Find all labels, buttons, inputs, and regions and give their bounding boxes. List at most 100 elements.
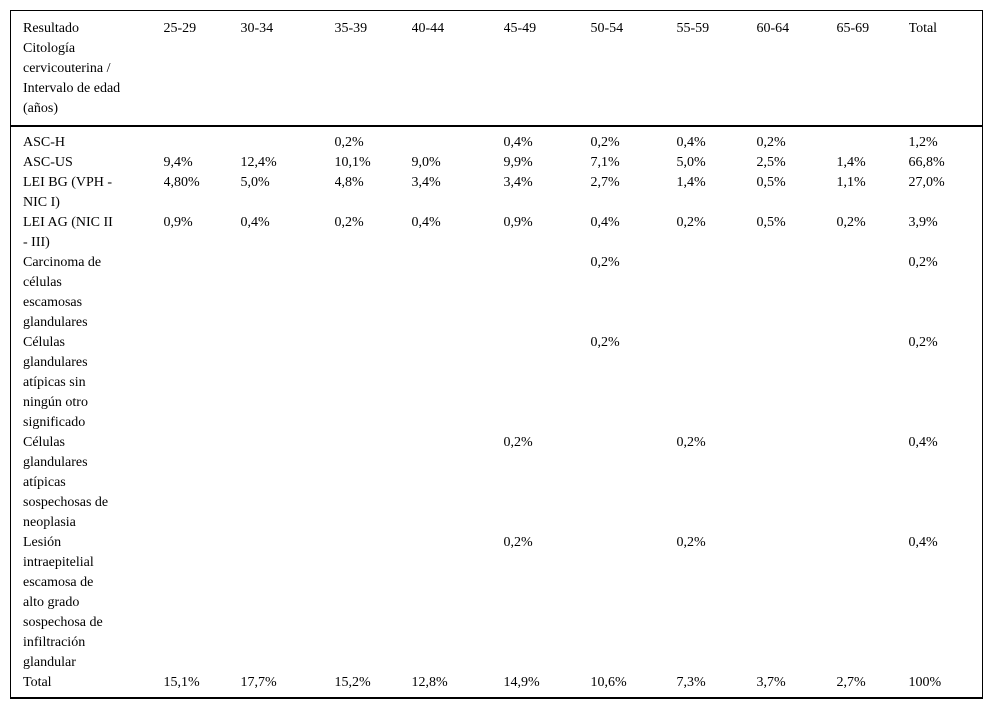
- value-cell: [164, 533, 241, 673]
- value-cell: 3,4%: [411, 175, 441, 190]
- value-cell: 4,8%: [334, 175, 364, 190]
- value-cell: 1,2%: [908, 135, 938, 150]
- value-cell: [164, 333, 241, 433]
- value-cell: [335, 433, 412, 533]
- value-cell: 66,8%: [908, 155, 945, 170]
- value-cell: [677, 333, 757, 433]
- row-label: Células glandulares atípicas sin ningún …: [23, 335, 88, 430]
- value-cell: [757, 433, 837, 533]
- value-cell: [412, 253, 504, 333]
- value-cell: 9,4%: [163, 155, 193, 170]
- value-cell: [335, 533, 412, 673]
- value-cell: [837, 433, 909, 533]
- value-cell: [504, 333, 591, 433]
- value-cell: [412, 433, 504, 533]
- column-header-50-54: 50-54: [590, 10, 677, 127]
- value-cell: 0,2%: [908, 335, 938, 350]
- value-cell: 2,7%: [590, 175, 620, 190]
- value-cell: 0,2%: [503, 535, 533, 550]
- value-cell: 0,2%: [334, 215, 364, 230]
- table-row: Total 15,1% 17,7% 15,2% 12,8% 14,9% 10,6% 7,3% 3…: [11, 673, 983, 698]
- value-cell: [837, 533, 909, 673]
- row-label: Total: [23, 675, 52, 690]
- value-cell: 0,2%: [676, 215, 706, 230]
- column-header-40-44: 40-44: [411, 10, 504, 127]
- value-cell: 9,0%: [411, 155, 441, 170]
- table-row: Células glandulares atípicas sin ningún …: [11, 333, 983, 433]
- table-body: ASC-H 0,2% 0,4% 0,2% 0,4% 0,2% 1,2% ASC-US 9,4% 1…: [11, 126, 983, 698]
- value-cell: 4,80%: [163, 175, 200, 190]
- value-cell: [837, 126, 909, 153]
- column-header-25-29: 25-29: [163, 10, 241, 127]
- value-cell: [591, 433, 677, 533]
- table-row: Células glandulares atípicas sospechosas…: [11, 433, 983, 533]
- value-cell: 7,3%: [676, 675, 706, 690]
- value-cell: 15,1%: [163, 675, 200, 690]
- value-cell: [591, 533, 677, 673]
- value-cell: 0,2%: [590, 135, 620, 150]
- value-cell: [412, 533, 504, 673]
- column-header-35-39: 35-39: [334, 10, 412, 127]
- value-cell: 0,9%: [163, 215, 193, 230]
- table-row: ASC-H 0,2% 0,4% 0,2% 0,4% 0,2% 1,2%: [11, 126, 983, 153]
- value-cell: 12,8%: [411, 675, 448, 690]
- value-cell: 1,1%: [836, 175, 866, 190]
- value-cell: 0,4%: [908, 435, 938, 450]
- value-cell: 0,2%: [676, 535, 706, 550]
- value-cell: 10,1%: [334, 155, 371, 170]
- value-cell: 0,4%: [676, 135, 706, 150]
- table-row: LEI AG (NIC II - III) 0,9% 0,4% 0,2% 0,4% 0,9…: [11, 213, 983, 253]
- cytology-results-table: Resultado Citología cervicouterina / Int…: [10, 10, 983, 699]
- value-cell: 0,2%: [756, 135, 786, 150]
- value-cell: [164, 126, 241, 153]
- value-cell: 27,0%: [908, 175, 945, 190]
- value-cell: [241, 433, 335, 533]
- value-cell: [412, 126, 504, 153]
- table-row: Carcinoma de células escamosas glandular…: [11, 253, 983, 333]
- value-cell: 0,5%: [756, 175, 786, 190]
- value-cell: [837, 333, 909, 433]
- row-label: Carcinoma de células escamosas glandular…: [23, 255, 102, 330]
- row-label: ASC-H: [23, 135, 66, 150]
- row-label: LEI BG (VPH - NIC I): [23, 175, 113, 210]
- value-cell: 0,9%: [503, 215, 533, 230]
- value-cell: 15,2%: [334, 675, 371, 690]
- value-cell: 2,7%: [836, 675, 866, 690]
- table-head: Resultado Citología cervicouterina / Int…: [10, 10, 983, 127]
- column-header-30-34: 30-34: [240, 10, 335, 127]
- column-header-55-59: 55-59: [676, 10, 757, 127]
- value-cell: 14,9%: [503, 675, 540, 690]
- value-cell: [335, 253, 412, 333]
- value-cell: 0,4%: [590, 215, 620, 230]
- row-label: ASC-US: [23, 155, 73, 170]
- value-cell: 0,2%: [503, 435, 533, 450]
- value-cell: 0,2%: [590, 335, 620, 350]
- value-cell: [757, 533, 837, 673]
- value-cell: 0,2%: [334, 135, 364, 150]
- value-cell: 1,4%: [676, 175, 706, 190]
- value-cell: [504, 253, 591, 333]
- value-cell: 0,2%: [590, 255, 620, 270]
- value-cell: [164, 433, 241, 533]
- header-row: Resultado Citología cervicouterina / Int…: [10, 10, 983, 127]
- table-row: ASC-US 9,4% 12,4% 10,1% 9,0% 9,9% 7,1% 5,0% 2,5%…: [11, 153, 983, 173]
- value-cell: [241, 333, 335, 433]
- value-cell: 9,9%: [503, 155, 533, 170]
- row-label: Lesión intraepitelial escamosa de alto g…: [23, 535, 103, 670]
- row-label: Células glandulares atípicas sospechosas…: [23, 435, 109, 530]
- value-cell: [241, 253, 335, 333]
- value-cell: 3,9%: [908, 215, 938, 230]
- table-row: Lesión intraepitelial escamosa de alto g…: [11, 533, 983, 673]
- value-cell: [677, 253, 757, 333]
- header-label: Resultado Citología cervicouterina / Int…: [10, 10, 164, 127]
- value-cell: [757, 333, 837, 433]
- value-cell: 0,4%: [411, 215, 441, 230]
- column-header-45-49: 45-49: [503, 10, 591, 127]
- value-cell: 0,4%: [503, 135, 533, 150]
- value-cell: 5,0%: [676, 155, 706, 170]
- value-cell: 3,7%: [756, 675, 786, 690]
- value-cell: 100%: [908, 675, 942, 690]
- value-cell: 7,1%: [590, 155, 620, 170]
- value-cell: [412, 333, 504, 433]
